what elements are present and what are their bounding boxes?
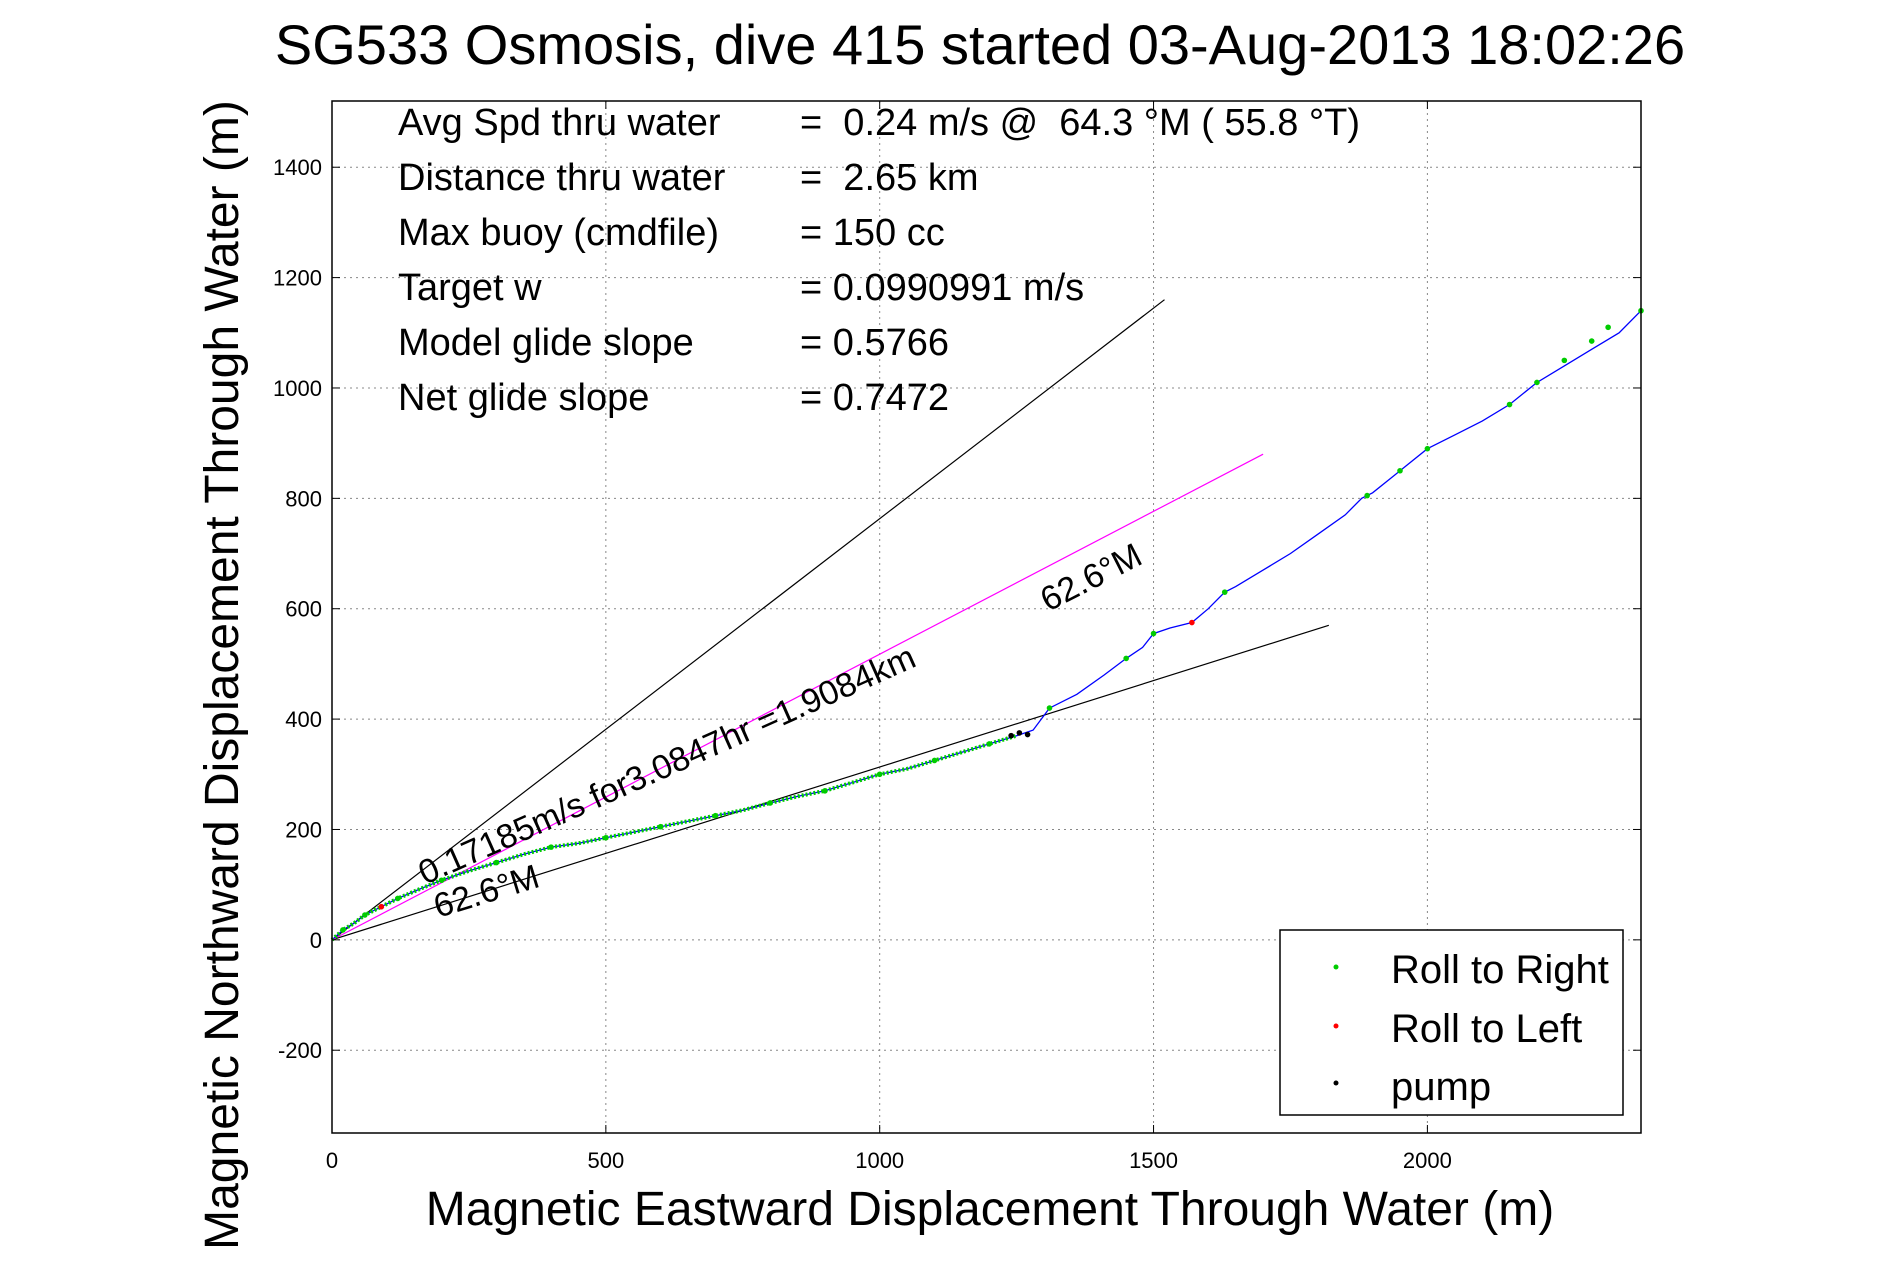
roll-right-point: [438, 877, 445, 884]
legend: Roll to Right Roll to Left pump: [1279, 929, 1624, 1116]
stat-label-target-w: Target w: [398, 267, 542, 309]
y-tick-label: 1000: [273, 376, 322, 401]
stat-value-distance: = 2.65 km: [800, 157, 978, 199]
tick-labels: 0 500 1000 1500 2000 -200 0 200 400 600 800 1000 120…: [273, 101, 1641, 1173]
roll-right-point: [603, 834, 609, 841]
roll-right-point: [931, 757, 938, 764]
roll-right-point: [1364, 492, 1370, 499]
x-tick-label: 2000: [1403, 1148, 1452, 1173]
chart-title: SG533 Osmosis, dive 415 started 03-Aug-2…: [275, 13, 1685, 76]
heading-annotation-upper: 62.6°M: [1034, 536, 1148, 619]
reference-line-0: [331, 299, 1165, 941]
y-tick-label: 400: [285, 707, 322, 732]
y-tick-label: 800: [285, 486, 322, 511]
reference-lines: [331, 299, 1329, 941]
y-tick-label: 600: [285, 597, 322, 622]
x-axis-label: Magnetic Eastward Displacement Through W…: [426, 1183, 1554, 1236]
roll-right-point: [1424, 445, 1431, 452]
stat-value-model-glide: = 0.5766: [800, 322, 949, 364]
roll-right-point: [1605, 324, 1611, 331]
roll-right-point: [1534, 379, 1540, 386]
y-axis-label: Magnetic Northward Displacement Through …: [196, 100, 249, 1250]
roll-right-point: [394, 895, 401, 902]
stat-label-distance: Distance thru water: [398, 157, 726, 199]
pump-point: [1024, 731, 1031, 738]
roll-right-point: [1506, 401, 1513, 408]
roll-right-point: [1561, 357, 1568, 364]
roll-right-point: [822, 788, 828, 794]
reference-line-2: [331, 453, 1264, 941]
roll-right-point: [1397, 467, 1403, 474]
current-annotation: 0.17185m/s for3.0847hr =1.9084km: [413, 638, 921, 892]
roll-right-point: [1046, 705, 1053, 711]
y-tick-label: 1200: [273, 266, 322, 291]
grid-lines: [331, 101, 1641, 1133]
y-tick-label: 200: [285, 817, 322, 842]
axes-box: [331, 100, 1642, 1134]
x-tick-label: 1500: [1129, 1148, 1178, 1173]
stat-label-avg-spd: Avg Spd thru water: [398, 102, 721, 144]
stats-block: Avg Spd thru water = 0.24 m/s @ 64.3 °M …: [398, 102, 1360, 419]
roll-right-point: [340, 927, 346, 933]
x-tick-label: 0: [326, 1148, 338, 1173]
stat-value-max-buoy: = 150 cc: [800, 212, 945, 254]
roll-left-point: [1189, 619, 1195, 626]
stat-value-avg-spd: = 0.24 m/s @ 64.3 °M ( 55.8 °T): [800, 102, 1360, 144]
roll-left-point: [378, 903, 385, 910]
roll-right-point: [986, 741, 993, 747]
legend-marker-roll-right: [1333, 964, 1339, 970]
stat-label-max-buoy: Max buoy (cmdfile): [398, 212, 719, 254]
legend-label-roll-right: Roll to Right: [1391, 948, 1609, 992]
y-tick-label: 0: [310, 928, 322, 953]
stat-label-net-glide: Net glide slope: [398, 377, 649, 419]
roll-right-point: [712, 812, 719, 819]
roll-right-point: [767, 800, 773, 806]
legend-label-pump: pump: [1391, 1065, 1491, 1109]
stat-value-target-w: = 0.0990991 m/s: [800, 267, 1084, 309]
roll-right-point: [1221, 589, 1228, 595]
roll-right-point: [1588, 338, 1595, 344]
roll-right-point: [548, 844, 554, 850]
roll-right-point: [493, 859, 500, 866]
roll-right-point: [362, 912, 368, 918]
stat-label-model-glide: Model glide slope: [398, 322, 694, 364]
x-tick-label: 1000: [855, 1148, 904, 1173]
legend-marker-pump: [1333, 1080, 1339, 1086]
legend-label-roll-left: Roll to Left: [1391, 1007, 1582, 1051]
x-tick-label: 500: [587, 1148, 624, 1173]
track-series: [330, 307, 1644, 942]
reference-line-1: [331, 624, 1329, 941]
legend-marker-roll-left: [1333, 1023, 1339, 1029]
y-tick-label: 1400: [273, 155, 322, 180]
roll-right-point: [1150, 630, 1157, 637]
roll-right-point: [876, 771, 883, 778]
roll-right-point: [657, 823, 664, 830]
roll-right-point: [1123, 655, 1129, 662]
pump-point: [1008, 732, 1014, 739]
stat-value-net-glide: = 0.7472: [800, 377, 949, 419]
pump-point: [1016, 730, 1023, 736]
y-tick-label: -200: [278, 1038, 322, 1063]
